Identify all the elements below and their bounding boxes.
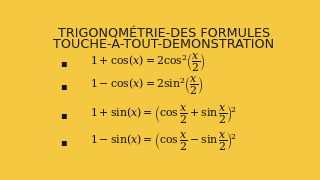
Text: TOUCHE-À-TOUT-DEMONSTRATION: TOUCHE-À-TOUT-DEMONSTRATION — [53, 38, 275, 51]
Text: $1 - \cos(x) = 2\sin^2\!\left(\dfrac{x}{2}\right)$: $1 - \cos(x) = 2\sin^2\!\left(\dfrac{x}{… — [90, 75, 204, 97]
Text: ▪: ▪ — [60, 138, 67, 147]
Text: ▪: ▪ — [60, 110, 67, 120]
Text: TRIGONOMÉTRIE-DES FORMULES: TRIGONOMÉTRIE-DES FORMULES — [58, 27, 270, 40]
Text: $1 + \cos(x) = 2\cos^2\!\left(\dfrac{x}{2}\right)$: $1 + \cos(x) = 2\cos^2\!\left(\dfrac{x}{… — [90, 52, 205, 74]
Text: $1 - \sin(x) = \left(\cos\dfrac{x}{2} - \sin\dfrac{x}{2}\right)^{\!2}$: $1 - \sin(x) = \left(\cos\dfrac{x}{2} - … — [90, 131, 236, 154]
Text: ▪: ▪ — [60, 58, 67, 68]
Text: $1 + \sin(x) = \left(\cos\dfrac{x}{2} + \sin\dfrac{x}{2}\right)^{\!2}$: $1 + \sin(x) = \left(\cos\dfrac{x}{2} + … — [90, 104, 236, 126]
Text: ▪: ▪ — [60, 81, 67, 91]
FancyBboxPatch shape — [34, 18, 294, 164]
